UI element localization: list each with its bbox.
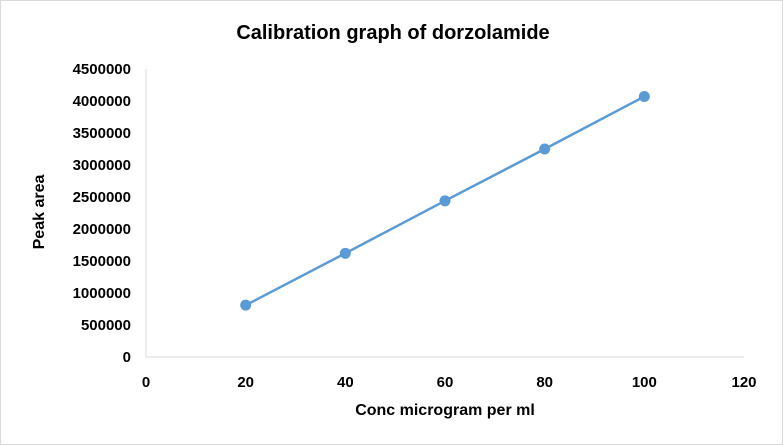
x-tick-label: 60 [437,374,454,391]
data-point [539,143,551,155]
y-tick-label: 1000000 [73,285,131,302]
plot-series [240,91,650,311]
x-tick-label: 0 [142,374,150,391]
x-axis-title: Conc microgram per ml [355,402,535,419]
tick-labels: 0 500000 1000000 1500000 2000000 2500000 30000… [73,61,757,391]
data-point [439,195,451,207]
y-tick-label: 2000000 [73,221,131,238]
x-tick-label: 20 [237,374,254,391]
y-tick-label: 2500000 [73,189,131,206]
x-tick-label: 120 [731,374,756,391]
x-tick-label: 80 [536,374,553,391]
x-tick-label: 40 [337,374,354,391]
y-tick-label: 1500000 [73,253,131,270]
x-tick-label: 100 [632,374,657,391]
y-tick-label: 0 [123,349,131,366]
y-axis-title: Peak area [31,175,48,250]
data-point [240,299,252,311]
data-point [339,247,351,259]
y-tick-label: 500000 [81,317,131,334]
y-tick-label: 4500000 [73,61,131,78]
chart-title: Calibration graph of dorzolamide [236,22,549,44]
y-tick-label: 3500000 [73,125,131,142]
y-tick-label: 4000000 [73,93,131,110]
data-point [638,91,650,103]
y-tick-label: 3000000 [73,157,131,174]
